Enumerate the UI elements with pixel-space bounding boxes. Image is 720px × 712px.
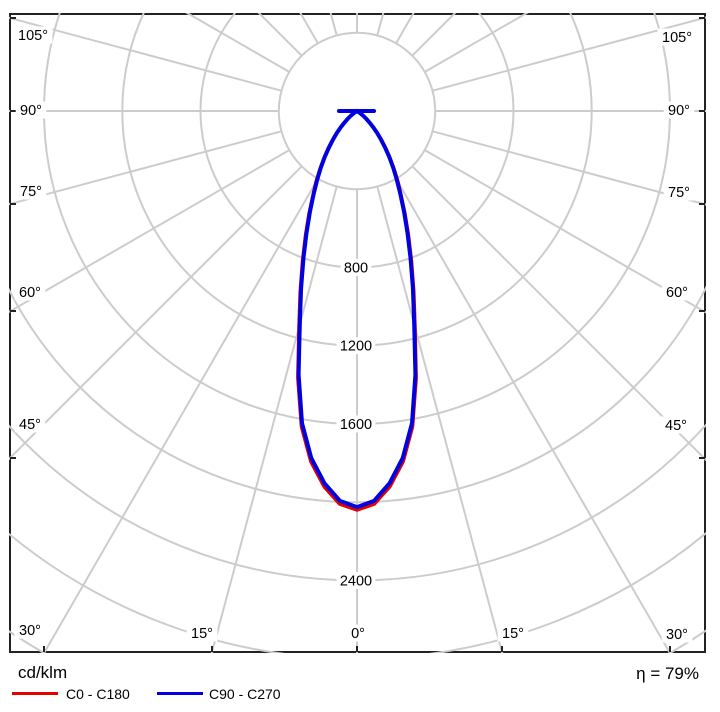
grid-ray [9, 165, 303, 461]
legend-label-c90-c270: C90 - C270 [209, 686, 281, 702]
svg-text:45°: 45° [665, 418, 687, 434]
angle-label-left-105°: 105° [13, 26, 53, 44]
grid-ray [395, 178, 672, 653]
svg-text:105°: 105° [18, 28, 48, 44]
svg-text:800: 800 [344, 260, 368, 276]
angle-label-right-90°: 90° [663, 101, 695, 119]
svg-text:105°: 105° [662, 30, 692, 46]
svg-text:15°: 15° [191, 626, 213, 642]
svg-text:30°: 30° [666, 627, 688, 643]
svg-text:60°: 60° [19, 285, 41, 301]
angle-label-left-60°: 60° [14, 283, 46, 301]
svg-text:15°: 15° [502, 626, 524, 642]
angle-label-bottom-0°: 0° [346, 624, 370, 642]
grid-ray [432, 16, 706, 92]
svg-text:30°: 30° [19, 623, 41, 639]
grid-ray [9, 130, 282, 206]
grid-ray [9, 149, 290, 314]
ring-label-800: 800 [340, 258, 372, 276]
svg-text:45°: 45° [19, 417, 41, 433]
angle-label-right-75°: 75° [663, 183, 695, 201]
grid-ray [42, 178, 319, 653]
angle-label-bottom-15°: 15° [186, 624, 218, 642]
legend-swatch-c90-c270 [157, 692, 203, 695]
svg-text:90°: 90° [20, 103, 42, 119]
svg-text:0°: 0° [351, 626, 365, 642]
angle-label-right-30°: 30° [661, 625, 693, 643]
svg-text:75°: 75° [20, 184, 42, 200]
angle-label-left-90°: 90° [15, 101, 47, 119]
angle-label-left-30°: 30° [14, 621, 46, 639]
curve-c90-c270 [296, 109, 418, 510]
angle-label-right-105°: 105° [657, 28, 697, 46]
angle-label-left-45°: 45° [14, 415, 46, 433]
grid-ray [432, 130, 706, 206]
svg-text:1200: 1200 [340, 339, 372, 355]
svg-text:1600: 1600 [340, 417, 372, 433]
legend-label-c0-c180: C0 - C180 [66, 686, 130, 702]
svg-text:60°: 60° [666, 285, 688, 301]
unit-label: cd/klm [18, 663, 68, 682]
ring-label-1600: 1600 [336, 415, 376, 433]
ring-label-2400: 2400 [336, 571, 376, 589]
svg-text:75°: 75° [668, 185, 690, 201]
angle-label-bottom-15°: 15° [497, 624, 529, 642]
svg-text:90°: 90° [668, 103, 690, 119]
grid-ray [9, 16, 282, 92]
grid-ray [424, 149, 706, 314]
ring-label-1200: 1200 [336, 337, 376, 355]
svg-text:2400: 2400 [340, 573, 372, 589]
angle-label-right-45°: 45° [660, 416, 692, 434]
border-ticks [10, 17, 705, 652]
angle-label-left-75°: 75° [15, 182, 47, 200]
efficiency-label: η = 79% [636, 664, 699, 683]
angle-label-right-60°: 60° [661, 283, 693, 301]
legend-swatch-c0-c180 [12, 692, 58, 695]
grid-ray [411, 165, 706, 462]
